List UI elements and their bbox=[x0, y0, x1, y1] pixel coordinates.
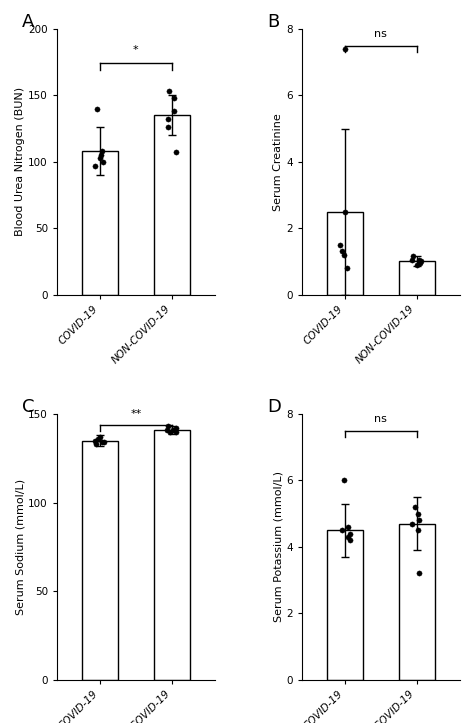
Bar bbox=[399, 523, 435, 680]
Bar bbox=[154, 115, 190, 294]
Bar bbox=[327, 212, 363, 294]
Point bbox=[344, 531, 351, 543]
Text: **: ** bbox=[130, 409, 142, 419]
Point bbox=[93, 103, 101, 114]
Text: ns: ns bbox=[374, 29, 387, 39]
Point bbox=[346, 534, 354, 546]
Point bbox=[96, 152, 104, 163]
Text: ns: ns bbox=[374, 414, 387, 424]
Point bbox=[97, 431, 104, 442]
Bar bbox=[327, 530, 363, 680]
Point bbox=[164, 421, 172, 432]
Point bbox=[93, 438, 100, 450]
Point bbox=[417, 255, 425, 267]
Text: B: B bbox=[267, 13, 279, 31]
Point bbox=[171, 93, 178, 104]
Point bbox=[415, 568, 423, 579]
Point bbox=[164, 114, 172, 125]
Point bbox=[414, 508, 421, 519]
Point bbox=[99, 437, 106, 448]
Point bbox=[414, 524, 422, 536]
Point bbox=[173, 422, 180, 434]
Point bbox=[340, 249, 348, 260]
Point bbox=[341, 474, 348, 486]
Point bbox=[169, 424, 177, 436]
Point bbox=[336, 239, 344, 250]
Point bbox=[346, 528, 353, 539]
Point bbox=[341, 206, 348, 218]
Text: C: C bbox=[22, 398, 35, 416]
Y-axis label: Serum Potassium (mmol/L): Serum Potassium (mmol/L) bbox=[273, 471, 283, 623]
Point bbox=[417, 257, 424, 269]
Point bbox=[166, 426, 173, 437]
Y-axis label: Serum Creatinine: Serum Creatinine bbox=[273, 113, 283, 210]
Bar bbox=[154, 430, 190, 680]
Point bbox=[344, 521, 352, 533]
Text: *: * bbox=[133, 46, 139, 56]
Point bbox=[94, 433, 101, 445]
Point bbox=[173, 147, 180, 158]
Point bbox=[338, 246, 346, 257]
Bar bbox=[82, 151, 118, 294]
Point bbox=[91, 435, 99, 446]
Point bbox=[408, 518, 416, 529]
Point bbox=[164, 121, 172, 133]
Point bbox=[164, 424, 171, 436]
Y-axis label: Serum Sodium (mmol/L): Serum Sodium (mmol/L) bbox=[15, 479, 25, 615]
Point bbox=[91, 160, 99, 171]
Point bbox=[165, 85, 173, 97]
Point bbox=[408, 254, 416, 265]
Point bbox=[416, 515, 423, 526]
Point bbox=[99, 156, 107, 168]
Point bbox=[413, 259, 420, 270]
Point bbox=[411, 501, 419, 513]
Point bbox=[170, 106, 177, 117]
Point bbox=[99, 145, 106, 157]
Point bbox=[338, 524, 346, 536]
Text: A: A bbox=[22, 13, 35, 31]
Point bbox=[172, 426, 180, 437]
Y-axis label: Blood Urea Nitrogen (BUN): Blood Urea Nitrogen (BUN) bbox=[15, 87, 25, 236]
Point bbox=[98, 149, 105, 161]
Text: D: D bbox=[267, 398, 281, 416]
Point bbox=[415, 254, 423, 265]
Bar bbox=[82, 440, 118, 680]
Bar bbox=[399, 261, 435, 294]
Point bbox=[100, 437, 108, 448]
Point bbox=[343, 262, 351, 274]
Point bbox=[341, 43, 348, 55]
Point bbox=[409, 251, 417, 262]
